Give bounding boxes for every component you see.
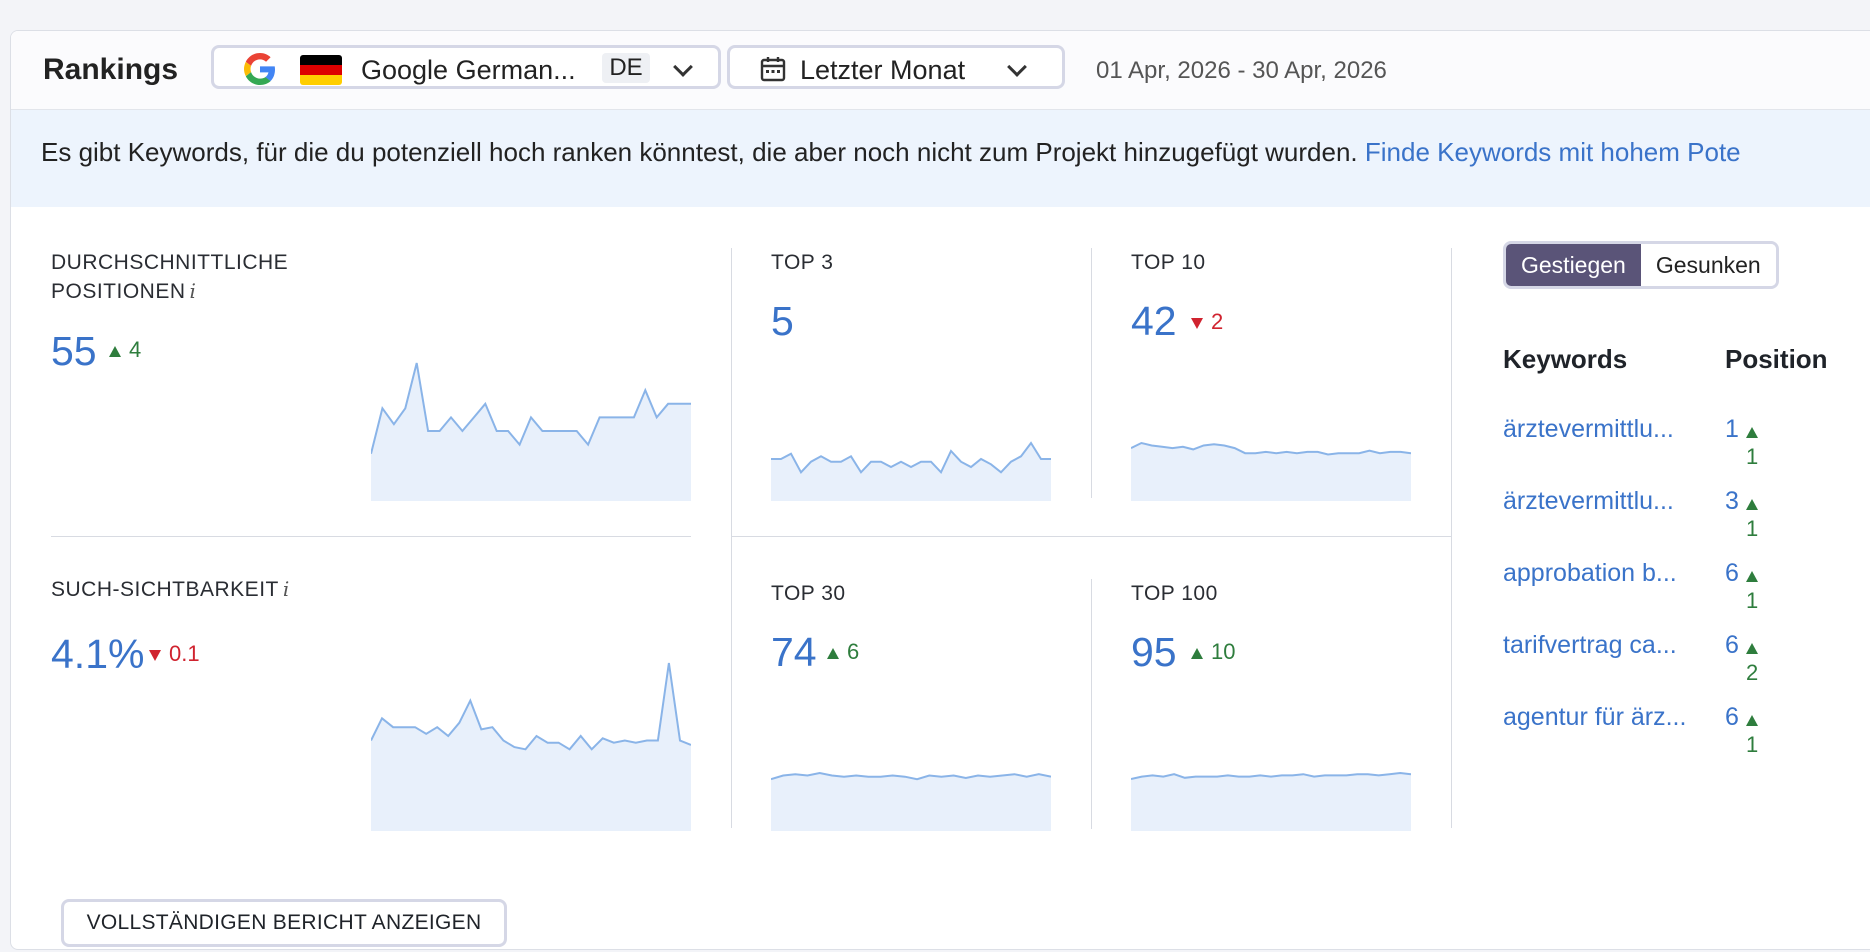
keyword-delta: 1 (1746, 706, 1766, 758)
sparkline-area (1131, 443, 1411, 501)
keyword-delta: 1 (1746, 490, 1766, 542)
rankings-card: Rankings Google German... DE (10, 30, 1870, 950)
top100-sparkline (1131, 771, 1411, 831)
country-badge: DE (602, 53, 650, 83)
sparkline-line (1131, 441, 1411, 456)
sparkline-area (771, 773, 1051, 831)
keyword-delta: 1 (1746, 562, 1766, 614)
avg-position-sparkline (371, 362, 691, 501)
avg-position-delta: 4 (109, 337, 141, 363)
period-label: Letzter Monat (800, 55, 966, 85)
divider (1091, 579, 1092, 829)
search-engine-label: Google German... (361, 55, 576, 85)
keyword-link[interactable]: approbation b... (1503, 559, 1677, 587)
date-range: 01 Apr, 2026 - 30 Apr, 2026 (1096, 57, 1387, 84)
falling-tab[interactable]: Gesunken (1640, 244, 1776, 286)
sparkline-line (1131, 771, 1411, 780)
google-icon (244, 53, 275, 85)
top3-value: 5 (771, 298, 794, 344)
top30-sparkline (771, 771, 1051, 831)
divider (1451, 248, 1452, 828)
sparkline-line (771, 441, 1051, 475)
arrow-down-icon (1191, 317, 1203, 329)
top30-label: TOP 30 (771, 582, 846, 605)
find-keywords-link[interactable]: Finde Keywords mit hohem Pote (1364, 137, 1741, 167)
visibility-delta: 0.1 (149, 641, 200, 667)
sparkline-area (1131, 773, 1411, 831)
divider (51, 536, 691, 537)
keyword-position: 6 (1725, 559, 1739, 587)
top3-label: TOP 3 (771, 251, 834, 274)
keyword-link[interactable]: ärztevermittlu... (1503, 415, 1674, 443)
keyword-position: 1 (1725, 415, 1739, 443)
rising-tab[interactable]: Gestiegen (1506, 244, 1641, 286)
rankings-header: Rankings Google German... DE (11, 31, 1870, 110)
arrow-up-icon (1191, 647, 1203, 659)
rising-falling-toggle: Gestiegen Gesunken (1503, 241, 1779, 289)
keyword-delta: 2 (1746, 634, 1766, 686)
top10-sparkline (1131, 441, 1411, 501)
visibility-value: 4.1% (51, 631, 145, 677)
banner-text: Es gibt Keywords, für die du potenziell … (41, 137, 1358, 167)
sparkline-line (371, 362, 691, 454)
sparkline-area (371, 363, 691, 501)
keyword-link[interactable]: tarifvertrag ca... (1503, 631, 1677, 659)
sparkline-line (771, 771, 1051, 781)
page-title: Rankings (43, 53, 179, 86)
position-column-header: Position (1725, 344, 1828, 374)
keyword-link[interactable]: agentur für ärz... (1503, 703, 1687, 731)
arrow-up-icon (1746, 498, 1758, 510)
arrow-down-icon (149, 649, 161, 661)
sparkline-area (371, 663, 691, 831)
top100-delta: 10 (1191, 639, 1235, 665)
info-icon[interactable]: i (189, 279, 197, 303)
calendar-icon (760, 57, 786, 82)
keyword-delta: 1 (1746, 418, 1766, 470)
arrow-up-icon (1746, 426, 1758, 438)
arrow-up-icon (827, 647, 839, 659)
keyword-link[interactable]: ärztevermittlu... (1503, 487, 1674, 515)
keyword-position: 6 (1725, 631, 1739, 659)
top10-value: 42 (1131, 298, 1177, 344)
arrow-up-icon (1746, 570, 1758, 582)
germany-flag-icon (300, 55, 342, 85)
sparkline-line (371, 662, 691, 751)
keywords-column-header: Keywords (1503, 344, 1628, 374)
keyword-suggestion-banner: Es gibt Keywords, für die du potenziell … (11, 110, 1870, 207)
search-engine-dropdown[interactable]: Google German... DE (211, 45, 721, 89)
chevron-down-icon (673, 57, 693, 77)
sparkline-area (771, 443, 1051, 501)
arrow-up-icon (1746, 642, 1758, 654)
top100-label: TOP 100 (1131, 582, 1218, 605)
divider (731, 248, 732, 828)
top3-sparkline (771, 441, 1051, 501)
avg-position-value: 55 (51, 328, 97, 374)
visibility-sparkline (371, 662, 691, 831)
arrow-up-icon (109, 345, 121, 357)
top30-delta: 6 (827, 639, 859, 665)
full-report-button[interactable]: VOLLSTÄNDIGEN BERICHT ANZEIGEN (61, 899, 507, 947)
divider (1091, 248, 1092, 498)
keyword-position: 3 (1725, 487, 1739, 515)
top10-delta: 2 (1191, 309, 1223, 335)
period-dropdown[interactable]: Letzter Monat (727, 45, 1065, 89)
info-icon[interactable]: i (282, 577, 290, 601)
avg-position-label: DURCHSCHNITTLICHE POSITIONEN i (51, 251, 289, 303)
keyword-position: 6 (1725, 703, 1739, 731)
top10-label: TOP 10 (1131, 251, 1206, 274)
top30-value: 74 (771, 629, 817, 675)
divider (731, 536, 1451, 537)
top100-value: 95 (1131, 629, 1177, 675)
visibility-label: SUCH-SICHTBARKEIT i (51, 577, 290, 601)
arrow-up-icon (1746, 714, 1758, 726)
chevron-down-icon (1007, 57, 1027, 77)
